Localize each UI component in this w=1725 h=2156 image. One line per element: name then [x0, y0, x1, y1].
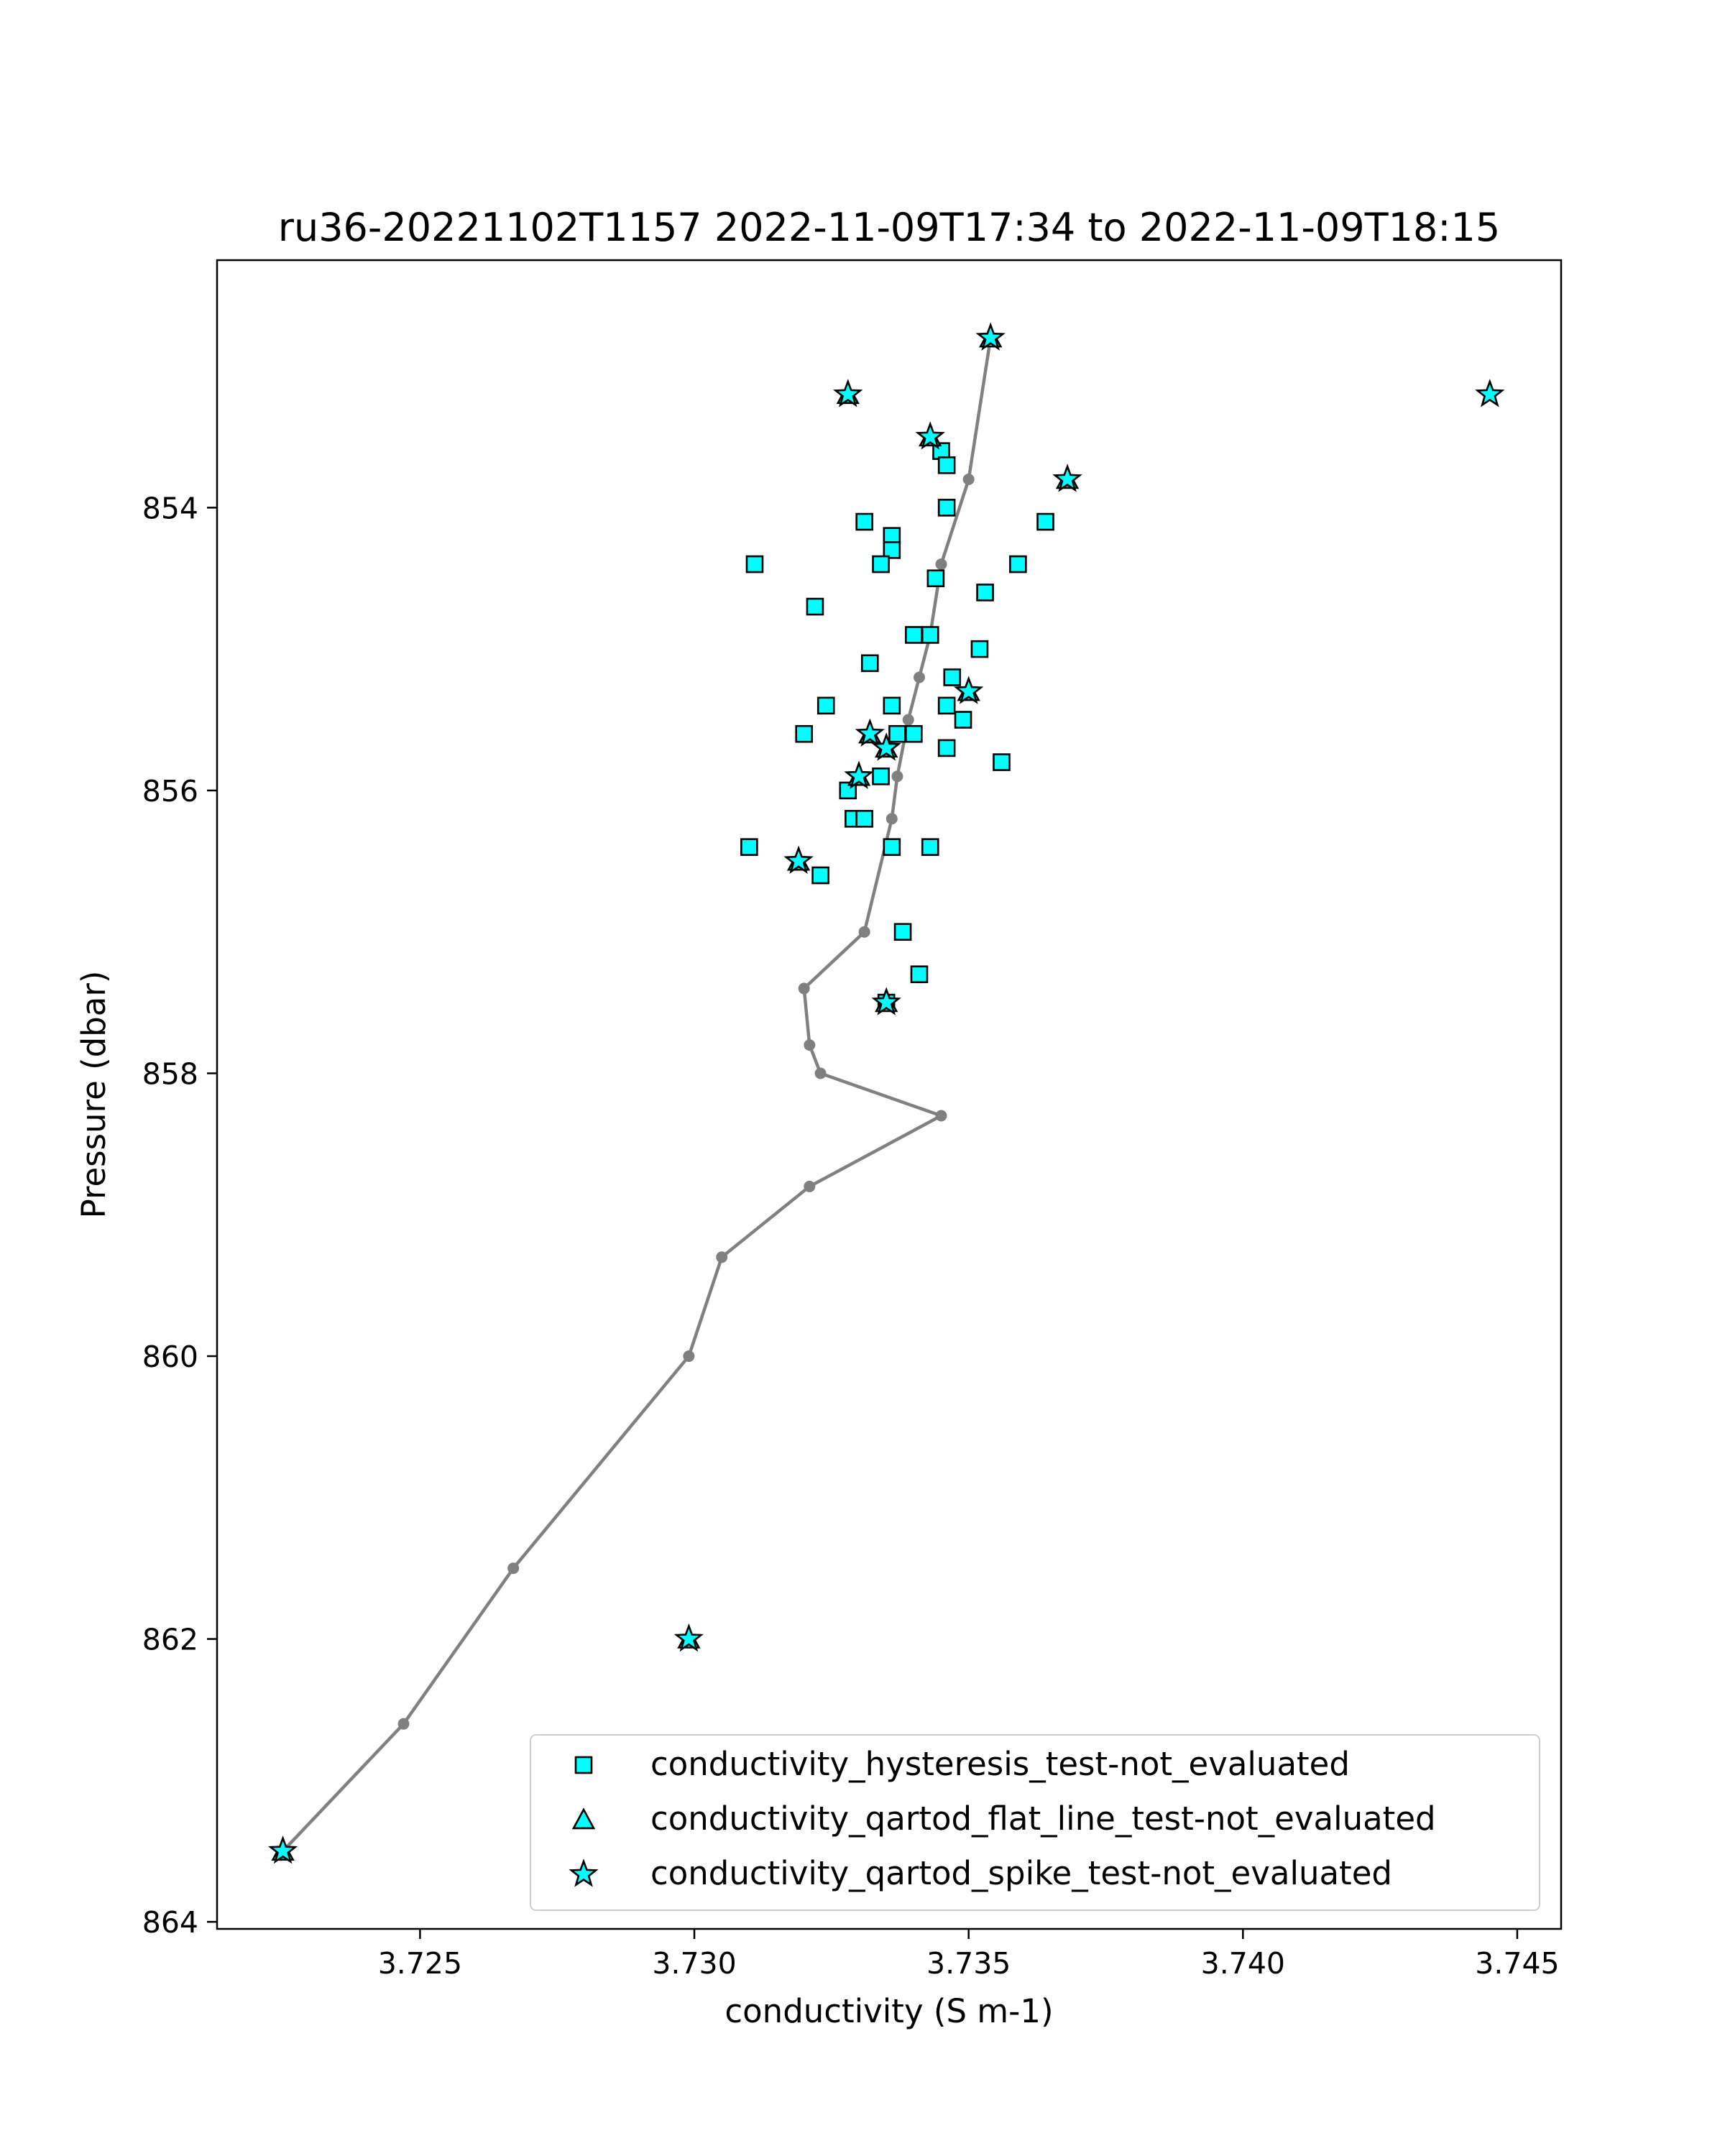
hysteresis-point: [872, 555, 890, 573]
spike-point: [673, 1623, 704, 1652]
profile-point: [397, 1718, 410, 1730]
hysteresis-point: [921, 626, 939, 644]
profile-point: [886, 813, 898, 825]
x-axis-label: conductivity (S m-1): [724, 1992, 1053, 2030]
hysteresis-point: [976, 584, 994, 602]
hysteresis-point: [937, 499, 956, 517]
profile-point: [716, 1251, 728, 1263]
legend-entry-flat-line: conductivity_qartod_flat_line_test-not_e…: [650, 1800, 1436, 1838]
hysteresis-point: [926, 569, 945, 588]
plot-frame: [216, 259, 1563, 1930]
spike-point: [1475, 379, 1505, 407]
x-tick-label: 3.735: [926, 1946, 1011, 1981]
profile-point: [913, 671, 925, 683]
hysteresis-point: [937, 456, 956, 474]
profile-point: [814, 1067, 827, 1079]
profile-point: [858, 926, 870, 938]
spike-point: [833, 379, 863, 407]
legend-marker: [571, 1807, 596, 1830]
profile-point: [683, 1350, 695, 1363]
hysteresis-point: [806, 597, 824, 616]
profile-point: [902, 714, 914, 726]
hysteresis-point: [740, 838, 758, 856]
profile-point: [962, 474, 975, 486]
legend-entry-hysteresis: conductivity_hysteresis_test-not_evaluat…: [650, 1745, 1350, 1783]
hysteresis-point: [921, 838, 939, 856]
x-tick-label: 3.745: [1475, 1946, 1559, 1981]
spike-point: [975, 322, 1006, 351]
legend-box: [530, 1734, 1540, 1911]
x-axis: 3.725 3.730 3.735 3.740 3.745: [378, 1929, 1560, 1981]
spike-point: [1052, 464, 1082, 492]
spike-point: [783, 845, 814, 874]
chart-title: ru36-20221102T1157 2022-11-09T17:34 to 2…: [278, 205, 1500, 250]
profile-point: [891, 770, 903, 783]
y-tick-label: 854: [142, 491, 198, 525]
profile-point: [804, 1180, 816, 1192]
hysteresis-point: [855, 809, 873, 828]
hysteresis-point: [795, 724, 813, 743]
spike-point: [871, 987, 901, 1015]
hysteresis-point: [943, 668, 962, 686]
legend: conductivity_hysteresis_test-not_evaluat…: [530, 1734, 1540, 1911]
hysteresis-point: [937, 739, 956, 757]
profile-point: [935, 1110, 947, 1122]
hysteresis-point: [855, 512, 873, 531]
y-axis-label: Pressure (dbar): [75, 971, 113, 1219]
hysteresis-point: [905, 626, 923, 644]
y-tick-label: 862: [142, 1623, 198, 1657]
legend-marker: [574, 1756, 593, 1774]
hysteresis-point: [883, 838, 901, 856]
hysteresis-point: [816, 696, 835, 715]
legend-marker: [569, 1858, 599, 1887]
hysteresis-point: [745, 555, 764, 573]
x-tick-label: 3.740: [1201, 1946, 1285, 1981]
hysteresis-point: [893, 923, 912, 941]
profile-point: [935, 558, 947, 571]
legend-entry-spike: conductivity_qartod_spike_test-not_evalu…: [650, 1854, 1392, 1892]
hysteresis-point: [872, 767, 890, 786]
spike-point: [871, 732, 901, 761]
hysteresis-point: [993, 753, 1011, 771]
spike-point: [915, 421, 945, 450]
profile-point: [804, 1039, 816, 1051]
y-tick-label: 864: [142, 1905, 198, 1940]
plot-area: [267, 322, 1505, 1864]
y-tick-label: 858: [142, 1056, 198, 1091]
profile-point: [798, 982, 810, 995]
hysteresis-point: [811, 866, 829, 885]
hysteresis-point: [937, 696, 956, 715]
hysteresis-point: [905, 724, 923, 743]
hysteresis-point: [970, 640, 989, 658]
spike-point: [844, 760, 874, 789]
x-tick-label: 3.730: [652, 1946, 736, 1981]
profile-point: [507, 1562, 520, 1575]
hysteresis-point: [954, 711, 972, 729]
y-tick-label: 860: [142, 1340, 198, 1374]
spike-point: [855, 718, 885, 747]
hysteresis-point: [1009, 555, 1027, 573]
hysteresis-point: [860, 654, 879, 673]
hysteresis-point: [910, 965, 929, 984]
hysteresis-point: [883, 541, 901, 559]
spike-point: [954, 676, 984, 704]
y-axis: 854 856 858 860 862 864: [142, 491, 217, 1940]
hysteresis-point: [1036, 512, 1054, 531]
y-tick-label: 856: [142, 774, 198, 808]
hysteresis-point: [883, 696, 901, 715]
spike-point: [267, 1835, 298, 1864]
x-tick-label: 3.725: [378, 1946, 462, 1981]
hysteresis-point: [888, 724, 906, 743]
